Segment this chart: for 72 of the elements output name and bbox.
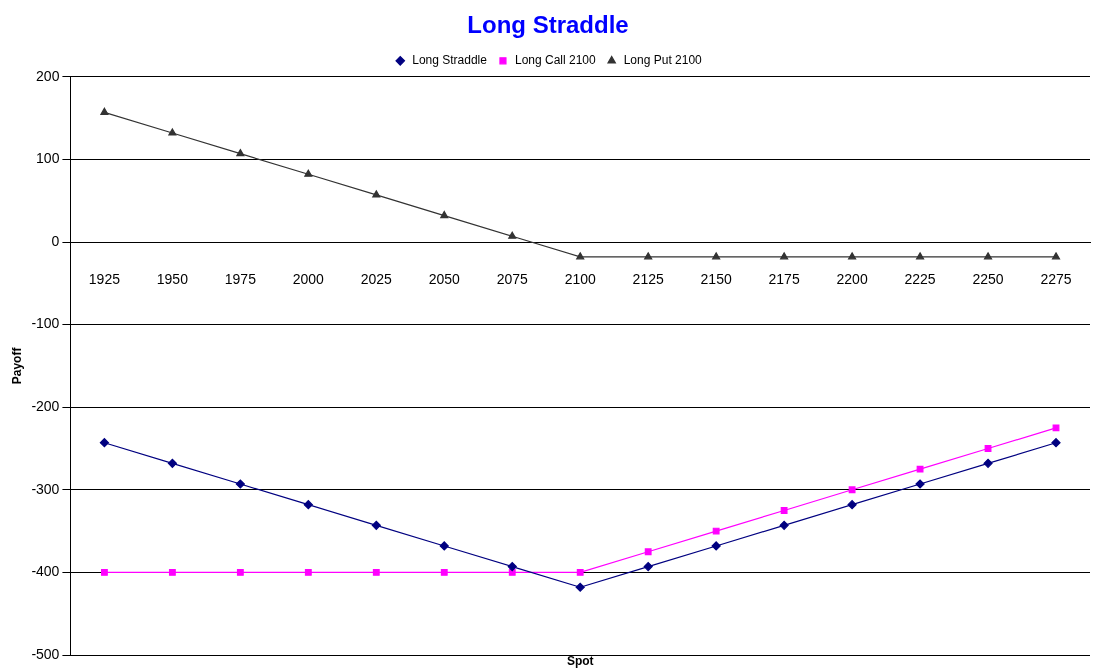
x-tick-label: 2100 bbox=[564, 271, 596, 288]
x-tick-label: 2050 bbox=[428, 271, 461, 288]
point bbox=[167, 458, 177, 468]
point bbox=[168, 128, 177, 136]
point bbox=[439, 541, 449, 551]
x-tick-label: 2150 bbox=[700, 271, 732, 288]
y-tick-label: 200 bbox=[36, 67, 60, 84]
point bbox=[507, 562, 517, 572]
point bbox=[304, 169, 313, 177]
legend-label: Long Call 2100 bbox=[514, 53, 597, 68]
point bbox=[100, 107, 109, 115]
point bbox=[372, 190, 381, 198]
point bbox=[779, 520, 789, 530]
point bbox=[576, 252, 585, 260]
x-axis-title: Spot bbox=[566, 654, 594, 669]
point bbox=[371, 520, 381, 530]
x-tick-label: 2200 bbox=[836, 271, 868, 288]
point bbox=[576, 568, 584, 576]
point bbox=[440, 568, 448, 576]
x-tick-label: 1925 bbox=[88, 271, 121, 288]
legend-label: Long Put 2100 bbox=[623, 53, 703, 68]
point bbox=[712, 527, 720, 535]
point bbox=[1052, 424, 1060, 432]
y-tick-label: -300 bbox=[31, 480, 60, 497]
y-axis-title: Payoff bbox=[9, 346, 24, 385]
x-tick-label: 2250 bbox=[972, 271, 1004, 288]
y-tick-label: 100 bbox=[36, 150, 60, 167]
point bbox=[303, 500, 313, 510]
point bbox=[984, 445, 992, 452]
point bbox=[780, 507, 788, 514]
point bbox=[304, 568, 312, 576]
point bbox=[1051, 252, 1061, 260]
point bbox=[236, 149, 245, 157]
point bbox=[780, 252, 789, 260]
point bbox=[644, 548, 652, 556]
y-tick-label: -500 bbox=[31, 645, 60, 662]
x-tick-label: 2175 bbox=[768, 271, 800, 288]
x-tick-label: 2000 bbox=[292, 271, 325, 288]
point bbox=[848, 486, 856, 494]
legend-label: Long Straddle bbox=[412, 53, 488, 68]
point bbox=[712, 252, 721, 260]
point bbox=[372, 568, 380, 576]
x-tick-label: 2275 bbox=[1040, 271, 1072, 288]
x-tick-label: 2225 bbox=[904, 271, 936, 288]
point bbox=[847, 500, 857, 510]
point bbox=[643, 562, 653, 572]
x-tick-label: 2025 bbox=[360, 271, 393, 288]
point bbox=[983, 252, 993, 260]
x-tick-label: 2075 bbox=[496, 271, 529, 288]
point bbox=[168, 568, 176, 576]
y-tick-label: -100 bbox=[31, 315, 60, 332]
y-tick-label: -400 bbox=[31, 563, 60, 580]
chart-title: Long Straddle bbox=[467, 11, 629, 39]
point bbox=[1051, 438, 1061, 448]
point bbox=[440, 210, 449, 219]
point bbox=[644, 252, 653, 260]
point bbox=[848, 252, 857, 260]
point bbox=[236, 568, 244, 576]
x-tick-label: 1975 bbox=[224, 271, 257, 288]
point bbox=[508, 231, 517, 239]
point bbox=[916, 252, 925, 260]
point bbox=[711, 541, 721, 551]
point bbox=[575, 582, 585, 592]
point bbox=[99, 438, 110, 448]
x-tick-label: 2125 bbox=[632, 271, 664, 288]
y-tick-label: 0 bbox=[51, 232, 60, 249]
x-tick-label: 1950 bbox=[156, 271, 189, 288]
point bbox=[983, 458, 993, 468]
point bbox=[916, 465, 924, 473]
point bbox=[100, 568, 108, 576]
point bbox=[235, 479, 245, 489]
y-tick-label: -200 bbox=[31, 398, 60, 415]
